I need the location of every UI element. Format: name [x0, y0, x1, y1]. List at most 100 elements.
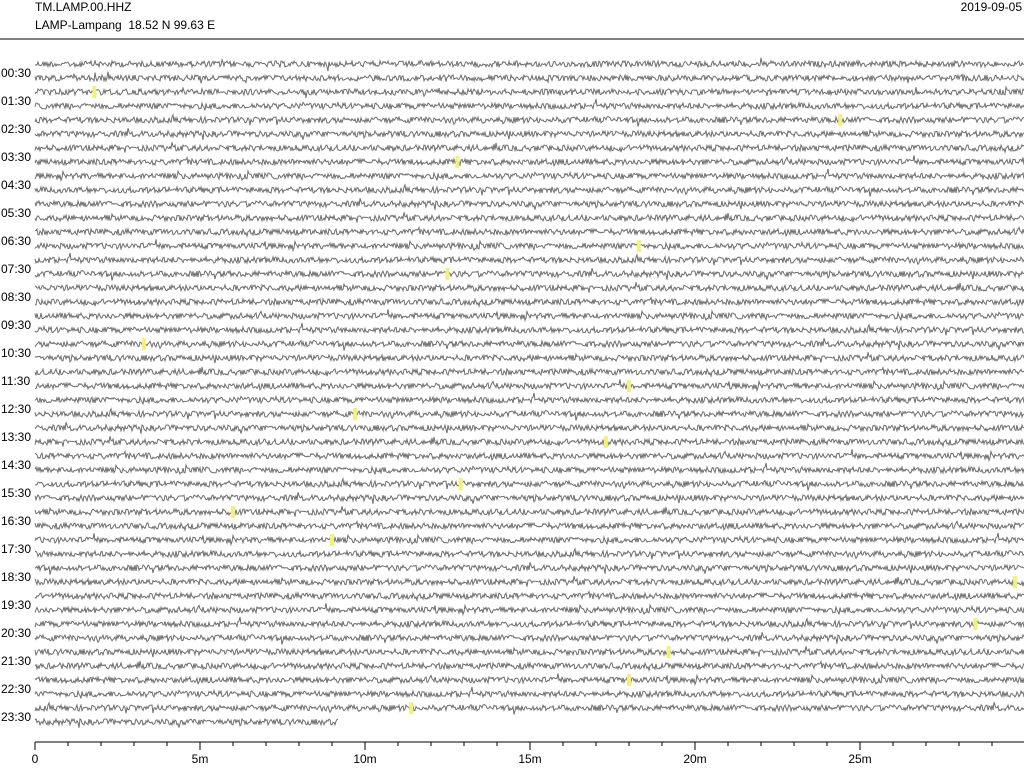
event-mark [330, 534, 334, 546]
event-mark [636, 240, 641, 252]
row-label: 21:30 [1, 654, 31, 668]
trace [34, 352, 1024, 364]
event-mark [141, 338, 146, 350]
row-label: 16:30 [1, 514, 31, 528]
location: LAMP-Lampang 18.52 N 99.63 E [35, 18, 215, 32]
row-label: 18:30 [1, 570, 31, 584]
row-label: 00:30 [1, 66, 31, 80]
row-label: 12:30 [1, 402, 31, 416]
trace [34, 532, 1024, 547]
trace [35, 379, 1024, 393]
trace [34, 338, 1024, 351]
trace [34, 477, 1024, 491]
trace [34, 309, 1024, 323]
row-label: 23:30 [1, 710, 31, 724]
trace [34, 295, 1024, 309]
trace [34, 268, 1024, 281]
event-mark [92, 86, 97, 98]
trace [34, 85, 1024, 99]
trace [34, 673, 1024, 687]
event-mark [627, 674, 631, 686]
trace [34, 282, 1024, 293]
trace [34, 547, 1024, 560]
event-mark [231, 506, 235, 518]
row-label: 17:30 [1, 542, 31, 556]
row-label: 19:30 [1, 598, 31, 612]
row-label: 05:30 [1, 206, 31, 220]
trace [34, 603, 1024, 617]
trace [34, 701, 1024, 715]
event-mark [973, 618, 978, 630]
row-label: 11:30 [1, 374, 30, 388]
event-mark [666, 646, 671, 658]
row-label: 20:30 [1, 626, 31, 640]
event-mark [409, 702, 414, 714]
trace [34, 183, 1024, 197]
traces [34, 57, 1024, 728]
event-mark [627, 380, 631, 392]
date: 2019-09-05 [961, 0, 1023, 14]
trace [34, 686, 1024, 699]
x-tick-label: 0 [32, 752, 39, 766]
trace [34, 462, 1024, 476]
row-label: 14:30 [1, 458, 31, 472]
trace [34, 212, 1024, 223]
trace [34, 449, 1024, 463]
event-mark [445, 268, 450, 280]
row-label: 04:30 [1, 178, 31, 192]
event-mark [603, 436, 608, 448]
trace [34, 589, 1024, 603]
trace [34, 57, 1024, 72]
trace [34, 576, 1024, 587]
trace [34, 422, 1024, 434]
x-tick-label: 25m [848, 752, 871, 766]
trace [34, 98, 1024, 111]
trace [34, 252, 1024, 266]
trace [34, 616, 1024, 630]
row-label: 08:30 [1, 290, 31, 304]
trace [34, 392, 1024, 405]
row-label: 06:30 [1, 234, 31, 248]
trace [34, 562, 1024, 575]
trace [34, 492, 1024, 504]
x-tick-label: 20m [683, 752, 706, 766]
row-label: 09:30 [1, 318, 31, 332]
x-tick-label: 15m [518, 752, 541, 766]
event-mark [353, 408, 358, 420]
trace [34, 128, 1024, 140]
row-label: 03:30 [1, 150, 31, 164]
event-mark [458, 478, 463, 490]
trace [34, 155, 1024, 167]
x-tick-label: 10m [353, 752, 376, 766]
trace [34, 168, 1024, 183]
trace [34, 113, 1024, 127]
trace [34, 632, 1024, 645]
event-mark [838, 114, 843, 126]
station: TM.LAMP.00.HHZ [35, 0, 131, 14]
row-label: 01:30 [1, 94, 31, 108]
trace [34, 717, 339, 728]
trace [34, 407, 1024, 421]
event-mark [455, 156, 460, 168]
x-tick-label: 5m [192, 752, 209, 766]
row-label: 15:30 [1, 486, 31, 500]
trace [34, 646, 1024, 658]
event-mark [1013, 576, 1018, 588]
trace [34, 198, 1024, 210]
trace [34, 225, 1024, 239]
trace [34, 436, 1024, 449]
row-label: 13:30 [1, 430, 31, 444]
row-label: 22:30 [1, 682, 31, 696]
row-label: 02:30 [1, 122, 31, 136]
trace [34, 519, 1024, 533]
trace [34, 365, 1024, 379]
trace [34, 506, 1024, 517]
row-label: 07:30 [1, 262, 31, 276]
trace [34, 142, 1024, 155]
row-label: 10:30 [1, 346, 31, 360]
trace [34, 659, 1024, 673]
trace [34, 322, 1024, 336]
trace [34, 71, 1024, 85]
trace [34, 239, 1024, 253]
